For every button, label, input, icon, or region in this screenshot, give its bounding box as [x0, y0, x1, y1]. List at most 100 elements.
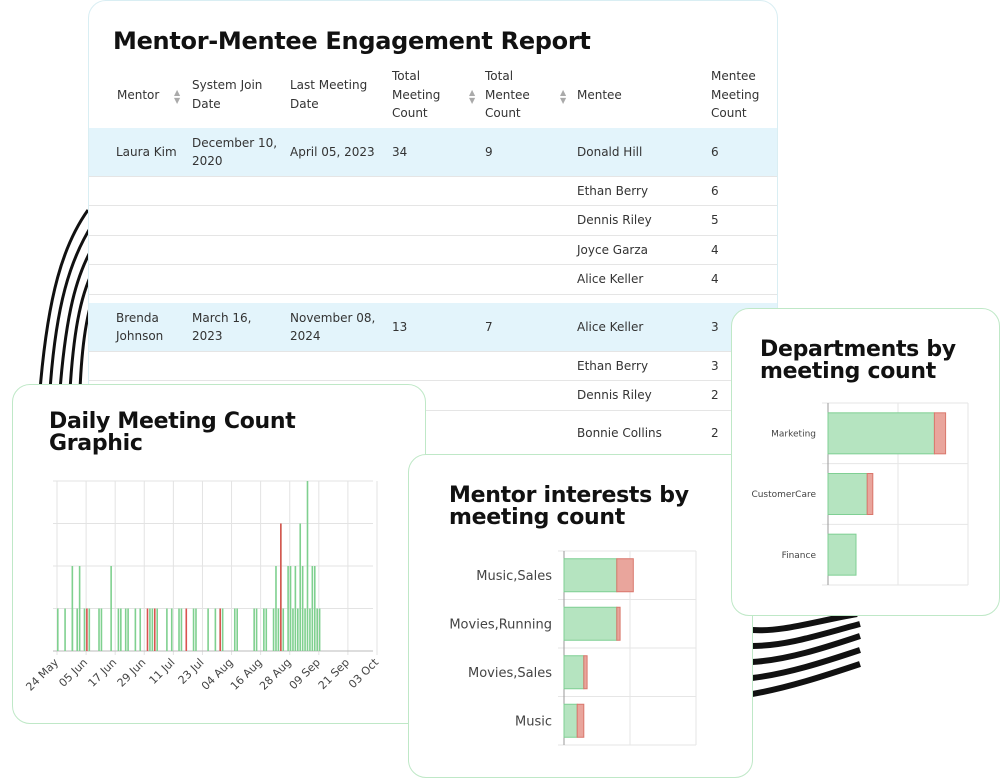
x-tick-label: 11 Jul: [147, 656, 178, 687]
bar-segment: [827, 533, 857, 576]
category-label: Movies,Running: [449, 617, 552, 632]
mentor-interests-chart[interactable]: Music,Sales Movies,Running Movies,Sales Mus…: [409, 455, 753, 778]
bar-green: [117, 608, 120, 651]
bar-green: [253, 608, 255, 651]
bar-green: [272, 608, 275, 651]
bar-green: [214, 608, 217, 651]
bar-red: [280, 523, 282, 651]
x-tick-label: 17 Jun: [86, 656, 120, 690]
table-row[interactable]: Joyce Garza 4: [89, 236, 777, 265]
bar-green: [292, 608, 294, 651]
category-label: Finance: [782, 551, 817, 561]
bar-green: [316, 608, 318, 651]
engagement-report-card: Mentor-Mentee Engagement Report Mentor ▲…: [88, 0, 778, 470]
column-header-join-date[interactable]: System Join Date: [192, 78, 263, 111]
column-header-mentee-meetings[interactable]: Mentee Meeting Count: [711, 69, 760, 120]
bar-green: [149, 608, 151, 651]
bar-green: [275, 566, 277, 651]
sort-icon[interactable]: ▲ ▼: [560, 88, 567, 105]
bar-green: [134, 608, 137, 651]
table-row[interactable]: Brenda Johnson March 16, 2023 November 08,…: [89, 303, 777, 352]
mentee-name: Bonnie Collins: [577, 426, 662, 440]
join-date: December 10, 2020: [192, 136, 278, 168]
mentor-name: Brenda Johnson: [116, 311, 164, 343]
bar-segment: [827, 412, 935, 455]
bar-green: [282, 608, 285, 651]
x-tick-label: 09 Sep: [287, 656, 323, 692]
bar-red: [219, 608, 222, 651]
column-header-mentee[interactable]: Mentee: [577, 88, 622, 102]
bar-green: [221, 608, 224, 651]
bar-green: [263, 608, 265, 651]
bar-green: [265, 608, 268, 651]
bar-segment: [563, 703, 578, 738]
table-row[interactable]: Dennis Riley 2: [89, 381, 777, 411]
table-row[interactable]: Ethan Berry 6: [89, 177, 777, 206]
table-row[interactable]: Ethan Berry 3: [89, 352, 777, 381]
bar-green: [233, 608, 236, 651]
bar-segment: [563, 558, 618, 593]
bar-segment: [616, 558, 634, 593]
bar-green: [170, 608, 173, 651]
bar-green: [311, 566, 314, 651]
column-header-total-mentees[interactable]: Total Mentee Count: [485, 69, 530, 120]
mentee-name: Alice Keller: [577, 272, 644, 286]
bar-green: [195, 608, 197, 651]
sort-icon[interactable]: ▲ ▼: [174, 88, 181, 105]
bar-segment: [866, 473, 874, 515]
mentee-meeting-count: 3: [711, 359, 719, 373]
bar-green: [71, 566, 74, 651]
bar-red: [153, 608, 156, 651]
bar-green: [180, 608, 183, 651]
category-label: Music,Sales: [476, 569, 552, 584]
sort-icon[interactable]: ▲ ▼: [469, 88, 476, 105]
bar-green: [151, 608, 154, 651]
bar-green: [318, 608, 321, 651]
daily-chart-title: Daily Meeting Count Graphic: [49, 409, 296, 456]
decorative-stripes-right: [752, 612, 861, 697]
departments-chart-card: Departments by meeting count Marketing Cus…: [731, 308, 1000, 616]
last-meeting-date: November 08, 2024: [290, 311, 376, 343]
bar-segment: [563, 606, 618, 641]
x-tick-label: 05 Jun: [56, 656, 90, 690]
bar-green: [100, 608, 103, 651]
bar-green: [57, 608, 59, 651]
column-header-total-meetings[interactable]: Total Meeting Count: [392, 69, 441, 120]
bar-green: [88, 608, 91, 651]
bar-green: [236, 608, 238, 651]
bar-green: [83, 608, 86, 651]
column-header-mentor[interactable]: Mentor: [117, 88, 160, 102]
table-row[interactable]: Laura Kim December 10, 2020 April 05, 202…: [89, 128, 777, 177]
bar-green: [309, 608, 311, 651]
bar-green: [299, 523, 302, 651]
bar-green: [127, 608, 129, 651]
mentee-name: Dennis Riley: [577, 213, 652, 227]
daily-meeting-chart-card: Daily Meeting Count Graphic 24 May 05 Jun 1…: [12, 384, 426, 724]
category-label: Marketing: [771, 429, 816, 439]
column-header-last-meeting[interactable]: Last Meeting Date: [290, 78, 368, 111]
bar-green: [207, 608, 209, 651]
table-row[interactable]: Alice Keller 4: [89, 265, 777, 295]
mentee-meeting-count: 6: [711, 145, 719, 159]
bar-green: [76, 608, 78, 651]
total-meetings: 34: [392, 145, 408, 159]
bar-green: [297, 608, 299, 651]
bar-green: [166, 608, 168, 651]
x-tick-label: 16 Aug: [228, 656, 265, 693]
bar-green: [98, 608, 100, 651]
bar-green: [124, 608, 127, 651]
departments-chart[interactable]: Marketing CustomerCare Finance: [732, 309, 1000, 616]
mentor-interests-chart-card: Mentor interests by meeting count Music,S…: [408, 454, 753, 778]
bar-green: [78, 566, 81, 651]
bar-segment: [583, 655, 588, 690]
mentee-meeting-count: 4: [711, 272, 719, 286]
bar-segment: [576, 703, 585, 738]
bar-green: [110, 566, 112, 651]
bar-green: [178, 608, 180, 651]
total-mentees: 9: [485, 145, 493, 159]
mentee-name: Joyce Garza: [577, 243, 649, 257]
bar-green: [139, 608, 142, 651]
table-row[interactable]: Dennis Riley 5: [89, 206, 777, 236]
bar-green: [287, 566, 289, 651]
